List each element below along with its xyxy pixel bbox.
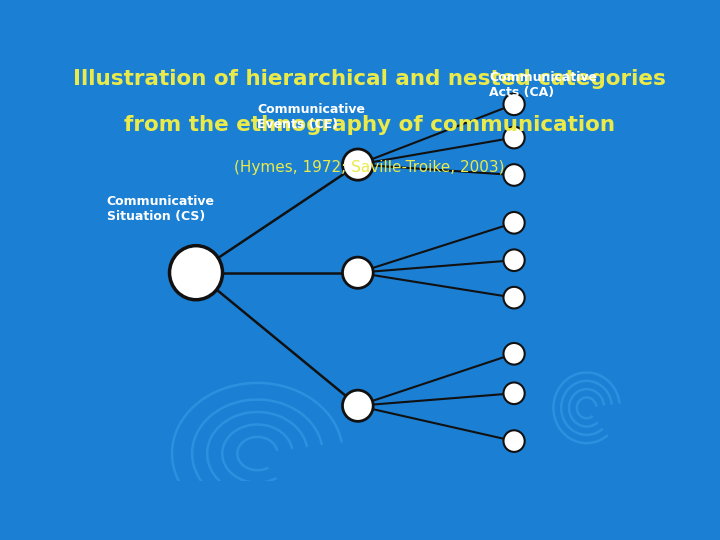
Ellipse shape (343, 149, 373, 180)
Ellipse shape (503, 287, 525, 308)
Text: Communicative
Situation (CS): Communicative Situation (CS) (107, 195, 215, 223)
Ellipse shape (503, 249, 525, 271)
Ellipse shape (503, 127, 525, 148)
Text: Communicative
Acts (CA): Communicative Acts (CA) (489, 71, 597, 99)
Text: Illustration of hierarchical and nested categories: Illustration of hierarchical and nested … (73, 69, 665, 89)
Ellipse shape (503, 430, 525, 452)
Ellipse shape (503, 164, 525, 186)
Ellipse shape (343, 257, 373, 288)
Text: (Hymes, 1972; Saville-Troike, 2003): (Hymes, 1972; Saville-Troike, 2003) (234, 160, 504, 176)
Ellipse shape (503, 212, 525, 234)
Ellipse shape (343, 390, 373, 421)
Ellipse shape (503, 343, 525, 364)
Text: from the ethnography of communication: from the ethnography of communication (124, 114, 614, 134)
Text: Communicative
Events (CE): Communicative Events (CE) (258, 103, 365, 131)
Ellipse shape (503, 382, 525, 404)
Ellipse shape (169, 246, 222, 300)
Ellipse shape (503, 93, 525, 115)
